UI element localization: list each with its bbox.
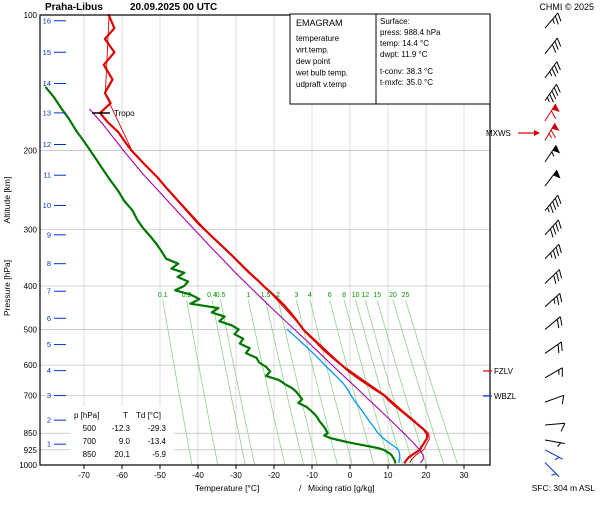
temp-tick-label: -30 <box>230 471 242 480</box>
table-cell: 700 <box>83 437 97 446</box>
altitude-tick-label: 14 <box>43 79 51 88</box>
station-elevation-label: SFC: 304 m ASL <box>532 483 596 493</box>
surface-box: Surface: press: 988.4 hPa temp: 14.4 °C dw… <box>376 14 490 104</box>
pressure-tick-label: 100 <box>24 11 38 20</box>
mixing-ratio-label: 3 <box>294 292 298 299</box>
mixing-ratio-label: 15 <box>373 292 381 299</box>
mixing-ratio-label: 10 <box>352 292 360 299</box>
station-title: Praha-Libus <box>45 2 103 13</box>
pressure-tick-label: 1000 <box>19 461 37 470</box>
pressure-tick-label: 850 <box>24 429 38 438</box>
altitude-tick-label: 1 <box>47 440 51 449</box>
mixing-ratio-label: 1 <box>246 292 250 299</box>
altitude-tick-label: 6 <box>47 314 51 323</box>
mixing-axis-label: Mixing ratio [g/kg] <box>308 483 375 493</box>
mxws-label: MXWS <box>486 129 511 138</box>
altitude-tick-label: 16 <box>43 16 51 25</box>
altitude-tick-label: 10 <box>43 201 51 210</box>
pressure-tick-label: 700 <box>24 391 38 400</box>
table-cell: 850 <box>83 450 97 459</box>
surface-data-line: temp: 14.4 °C <box>380 39 429 48</box>
pressure-tick-label: 200 <box>24 146 38 155</box>
temp-tick-label: -50 <box>154 471 166 480</box>
temp-tick-label: -60 <box>116 471 128 480</box>
altitude-tick-label: 4 <box>47 366 51 375</box>
temp-tick-label: -70 <box>78 471 90 480</box>
mixing-ratio-label: 20 <box>389 292 397 299</box>
legend-item-label: dew point <box>296 57 331 66</box>
sounding-datetime: 20.09.2025 00 UTC <box>130 2 217 13</box>
legend-item-label: udpraft v.temp <box>296 80 347 89</box>
mixing-ratio-label: 8 <box>342 292 346 299</box>
temp-tick-label: -20 <box>268 471 280 480</box>
legend-box: EMAGRAM temperature virt.temp. dew point we… <box>290 14 376 104</box>
temp-axis-label: Temperature [°C] <box>195 483 259 493</box>
tropopause-label: Tropo <box>114 109 135 118</box>
table-header: Td [°C] <box>136 411 161 420</box>
temp-tick-label: 30 <box>460 471 469 480</box>
altitude-tick-label: 15 <box>43 48 51 57</box>
altitude-tick-label: 11 <box>43 171 51 180</box>
legend-title: EMAGRAM <box>296 18 343 28</box>
altitude-tick-label: 7 <box>47 287 51 296</box>
temp-tick-label: 20 <box>422 471 431 480</box>
altitude-tick-label: 9 <box>47 230 51 239</box>
copyright-label: CHMI © 2025 <box>539 2 594 12</box>
table-cell: 9.0 <box>119 437 131 446</box>
temp-tick-label: 10 <box>384 471 393 480</box>
data-table: p [hPa] T Td [°C] 500 -12.3 -29.3 700 9.0 -13.4 8… <box>70 406 174 464</box>
pressure-tick-label: 925 <box>24 446 38 455</box>
table-cell: -29.3 <box>148 424 167 433</box>
table-cell: 20.1 <box>114 450 130 459</box>
pressure-tick-label: 300 <box>24 226 38 235</box>
mixing-ratio-label: 0.5 <box>216 292 226 299</box>
altitude-tick-label: 2 <box>47 416 51 425</box>
altitude-axis-label: Altitude [km] <box>2 177 12 224</box>
surface-data-line: t-conv: 38.3 °C <box>380 67 433 76</box>
temp-tick-label: 0 <box>348 471 353 480</box>
mixing-ratio-label: 4 <box>308 292 312 299</box>
temp-tick-label: -40 <box>192 471 204 480</box>
temp-tick-label: -10 <box>306 471 318 480</box>
table-header: p [hPa] <box>74 411 99 420</box>
mixing-ratio-label: 12 <box>361 292 369 299</box>
surface-data-line: press: 988.4 hPa <box>380 28 441 37</box>
fzlv-label: FZLV <box>494 367 514 376</box>
table-cell: -12.3 <box>112 424 131 433</box>
altitude-tick-label: 8 <box>47 259 51 268</box>
altitude-tick-label: 13 <box>43 108 51 117</box>
altitude-tick-label: 3 <box>47 391 51 400</box>
mixing-ratio-label: 25 <box>402 292 410 299</box>
altitude-tick-label: 5 <box>47 340 51 349</box>
pressure-tick-label: 400 <box>24 282 38 291</box>
table-cell: -5.9 <box>152 450 166 459</box>
surface-data-line: dwpt: 11.9 °C <box>380 50 428 59</box>
table-header: T <box>123 411 128 420</box>
legend-item-label: temperature <box>296 34 340 43</box>
legend-item-label: wet bulb temp. <box>295 69 348 78</box>
table-cell: -13.4 <box>148 437 167 446</box>
legend-item-label: virt.temp. <box>296 46 329 55</box>
surface-title: Surface: <box>380 17 410 26</box>
surface-data-line: t-mxfc: 35.0 °C <box>380 78 433 87</box>
altitude-tick-label: 12 <box>43 140 51 149</box>
wbzl-label: WBZL <box>494 392 517 401</box>
mixing-ratio-label: 6 <box>328 292 332 299</box>
pressure-tick-label: 600 <box>24 361 38 370</box>
table-cell: 500 <box>83 424 97 433</box>
pressure-axis-label: Pressure [hPa] <box>2 260 12 316</box>
pressure-tick-label: 500 <box>24 326 38 335</box>
mixing-ratio-label: 0.1 <box>158 292 168 299</box>
